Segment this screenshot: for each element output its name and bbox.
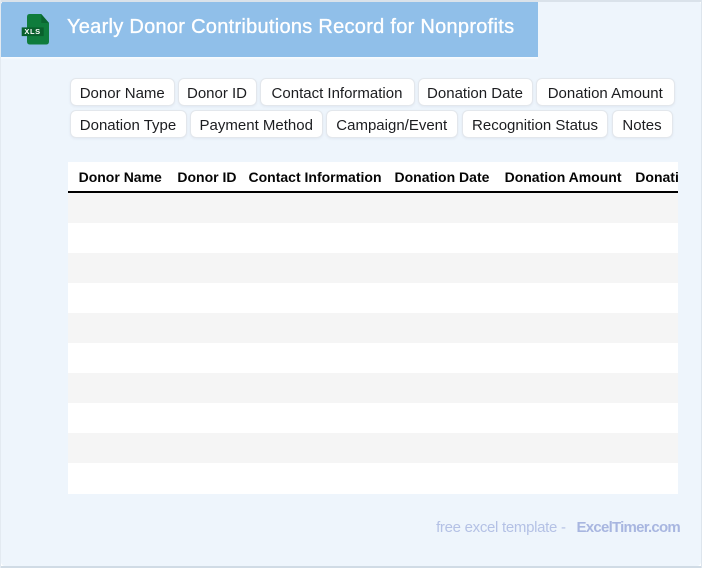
svg-text:XLS: XLS <box>25 27 41 36</box>
